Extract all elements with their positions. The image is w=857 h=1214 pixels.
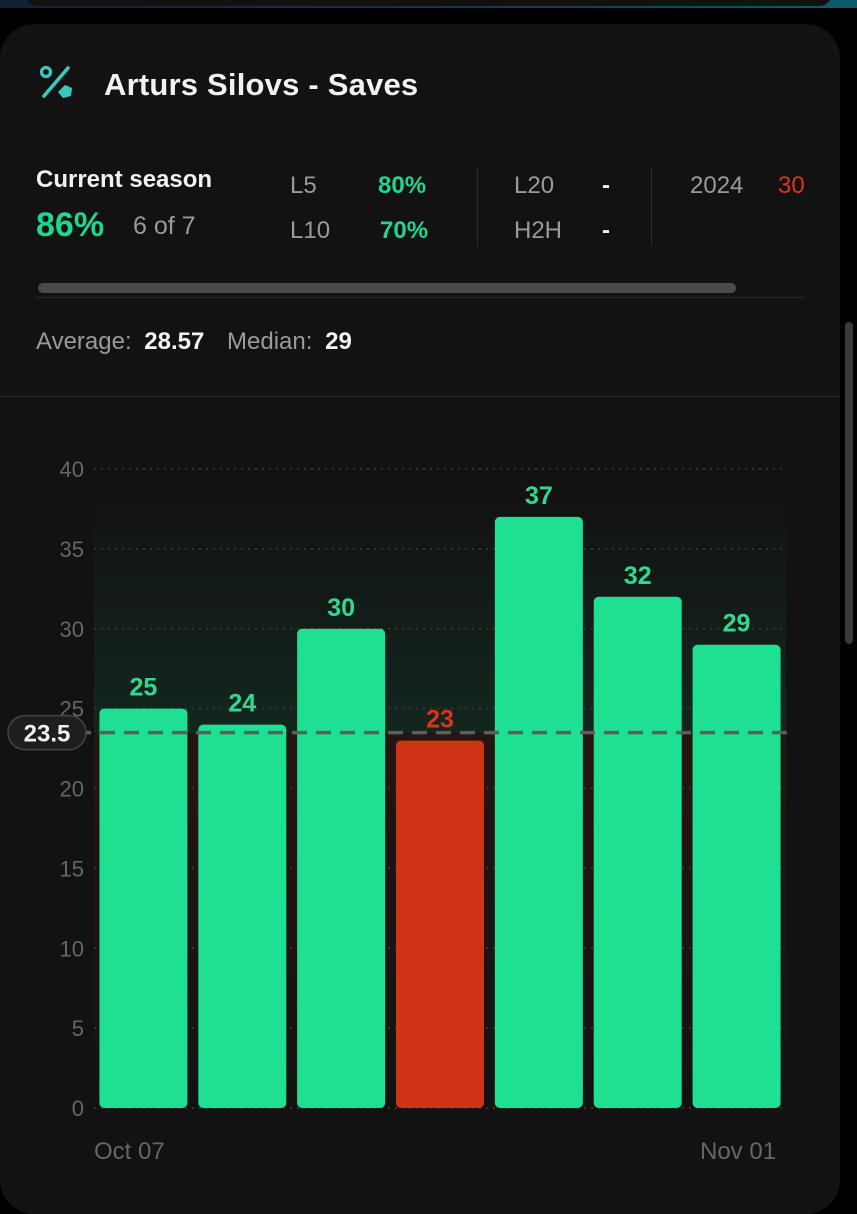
season-stats-scroller[interactable]: 2024 30: [660, 160, 806, 220]
summary-row: Average: 28.57 Median: 29: [36, 328, 352, 356]
h2h-label: H2H: [514, 217, 563, 244]
y-tick-label: 35: [60, 537, 84, 562]
y-tick-label: 30: [60, 617, 84, 642]
bar-value-label: 37: [525, 482, 553, 510]
divider: [0, 396, 840, 397]
bar: [99, 708, 188, 1108]
x-axis-last-label: Nov 01: [700, 1138, 777, 1165]
l20-label: L20: [514, 172, 555, 199]
season-hit-rate: 86%: [36, 206, 105, 244]
bar-value-label: 24: [228, 690, 256, 718]
bar: [297, 628, 386, 1108]
bar: [396, 740, 484, 1108]
y-tick-label: 5: [72, 1016, 84, 1041]
threshold-label: 23.5: [24, 721, 71, 748]
bar-value-label: 25: [130, 674, 158, 702]
season-2024-label: 2024: [690, 172, 744, 199]
x-axis-first-label: Oct 07: [94, 1138, 165, 1165]
season-2024-value: 30: [778, 172, 805, 199]
bar: [198, 724, 287, 1108]
average-label: Average:: [36, 328, 132, 355]
bar-value-label: 23: [426, 706, 454, 734]
bar-value-label: 29: [723, 610, 751, 638]
l5-value: 80%: [378, 172, 427, 199]
bar-value-label: 32: [624, 562, 652, 590]
stats-horizontal-scrollbar[interactable]: [38, 283, 736, 293]
card-title: Arturs Silovs - Saves: [104, 67, 419, 102]
l20-value: -: [602, 172, 610, 199]
threshold-badge: [7, 714, 87, 751]
bar: [692, 644, 781, 1108]
stats-divider: [651, 168, 652, 246]
y-tick-label: 40: [60, 457, 84, 482]
season-label: Current season: [36, 166, 213, 193]
y-tick-label: 0: [72, 1096, 84, 1121]
stats-divider: [477, 168, 478, 246]
y-tick-label: 15: [60, 856, 84, 881]
h2h-value: -: [602, 217, 610, 244]
percent-icon: [38, 64, 76, 107]
bar: [494, 516, 583, 1108]
card-header: Arturs Silovs - Saves: [38, 60, 418, 110]
average-value: 28.57: [144, 328, 205, 355]
divider: [36, 297, 804, 298]
y-tick-label: 20: [60, 777, 84, 802]
median-value: 29: [325, 328, 352, 355]
over-zone: [94, 497, 786, 733]
page-scrollbar[interactable]: [845, 322, 853, 644]
previous-card-edge: [24, 0, 832, 6]
y-tick-label: 10: [60, 936, 84, 961]
l5-label: L5: [290, 172, 317, 199]
l10-label: L10: [290, 217, 331, 244]
median-label: Median:: [227, 328, 313, 355]
bar: [593, 596, 682, 1108]
bar-value-label: 30: [327, 594, 355, 622]
l10-value: 70%: [380, 217, 429, 244]
season-hit-count: 6 of 7: [133, 212, 196, 240]
